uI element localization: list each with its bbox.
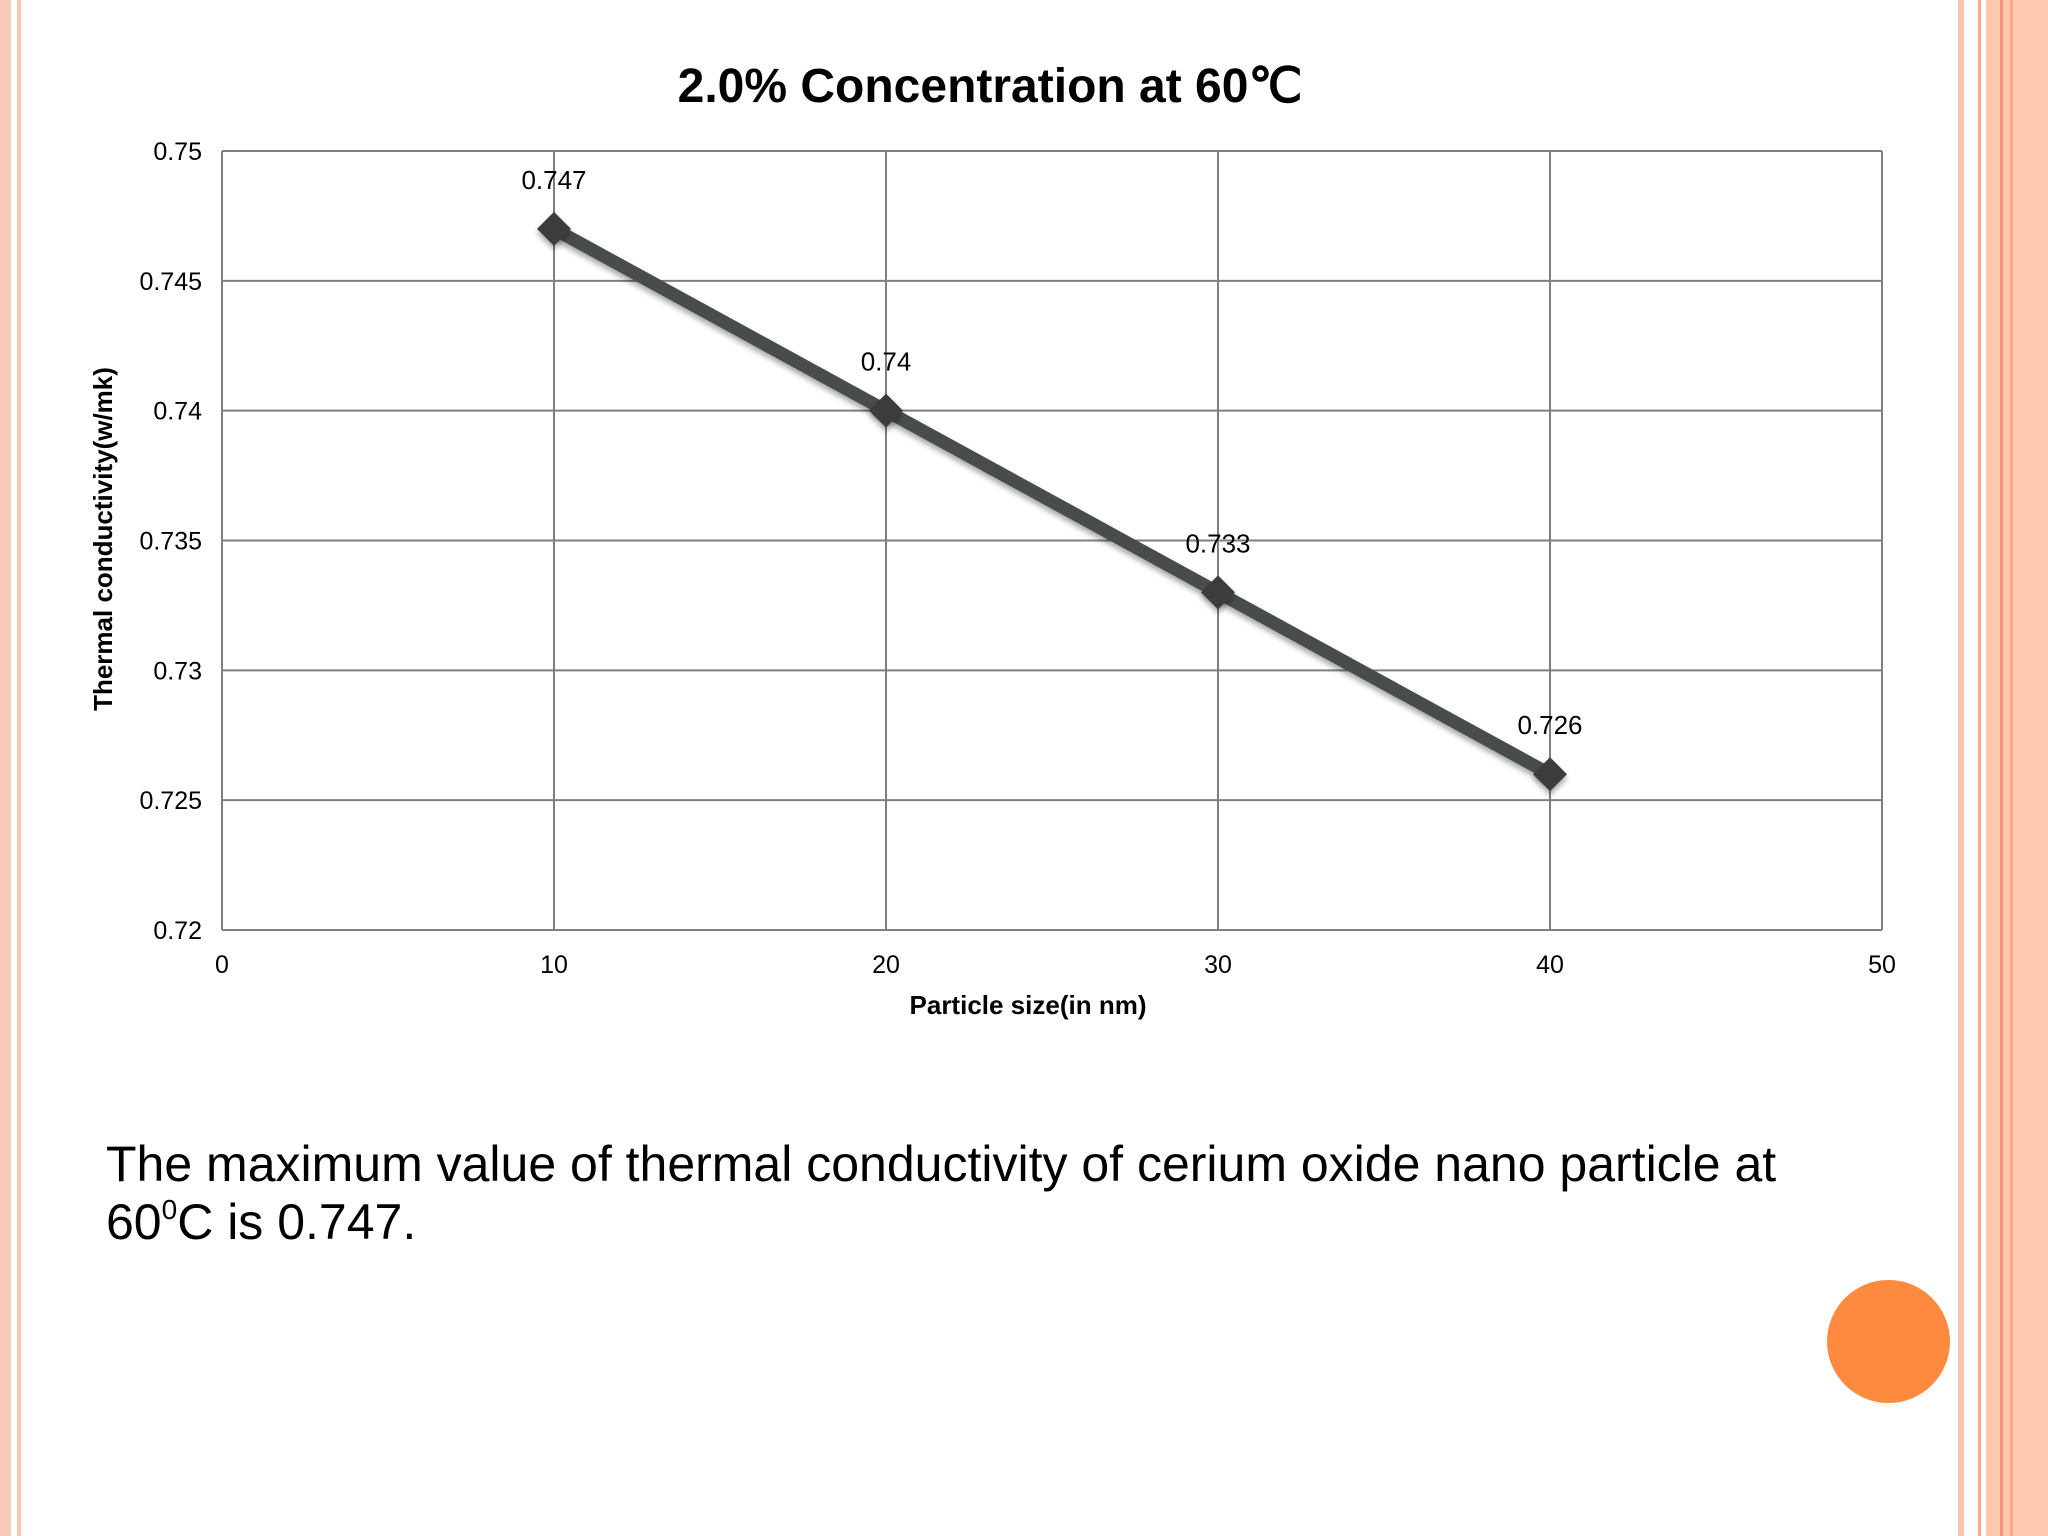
x-tick-label: 20 (872, 951, 900, 979)
decorative-orange-circle (1827, 1280, 1950, 1403)
y-tick-label: 0.75 (153, 138, 202, 166)
x-tick-label: 10 (540, 951, 568, 979)
slide-border-right-e (2010, 0, 2013, 1536)
tick-labels: 0.72 0.725 0.73 0.735 0.74 0.745 0.75 0 10 20 30 40… (139, 138, 1895, 979)
caption-text: The maximum value of thermal conductivit… (106, 1135, 1896, 1251)
data-label: 0.747 (521, 165, 586, 195)
slide-border-right-b (1978, 0, 1981, 1536)
y-tick-label: 0.74 (153, 398, 202, 426)
x-tick-label: 50 (1868, 951, 1896, 979)
data-point-marker (869, 393, 903, 428)
x-tick-label: 40 (1536, 951, 1564, 979)
caption-line-2-prefix: 60 (106, 1194, 162, 1250)
series-line-0 (550, 223, 1554, 780)
caption-line-1: The maximum value of thermal conductivit… (106, 1136, 1777, 1192)
data-point-marker (537, 211, 571, 246)
slide-border-left-inner (17, 0, 21, 1536)
y-tick-label: 0.73 (153, 657, 202, 685)
slide-border-right-band (1986, 0, 2048, 1536)
y-tick-label: 0.745 (139, 268, 202, 296)
series-layer: 0.747 0.74 0.733 0.726 (521, 165, 1583, 792)
y-tick-label: 0.72 (153, 917, 202, 945)
y-axis-label: Thermal conductivity(w/mk) (88, 367, 118, 711)
data-label: 0.726 (1517, 710, 1582, 740)
slide-border-left-outer (0, 0, 11, 1536)
line-chart: 2.0% Concentration at 60℃ 0.720.7250.730… (88, 60, 1896, 1020)
x-tick-label: 0 (215, 951, 229, 979)
y-tick-label: 0.735 (139, 528, 202, 556)
data-point-marker (1201, 575, 1235, 610)
slide-border-right-d (2000, 0, 2003, 1536)
y-tick-label: 0.725 (139, 787, 202, 815)
caption-degree-superscript: 0 (161, 1194, 178, 1225)
data-label: 0.733 (1185, 528, 1250, 558)
x-axis-label: Particle size(in nm) (910, 990, 1147, 1020)
caption-line-2-suffix: C is 0.747. (177, 1194, 417, 1250)
data-label: 0.74 (861, 347, 912, 377)
slide-border-right-a (1958, 0, 1964, 1536)
chart-title: 2.0% Concentration at 60℃ (678, 60, 1303, 113)
grid-layer (221, 150, 1883, 931)
data-point-marker (1533, 757, 1567, 792)
x-tick-label: 30 (1204, 951, 1232, 979)
